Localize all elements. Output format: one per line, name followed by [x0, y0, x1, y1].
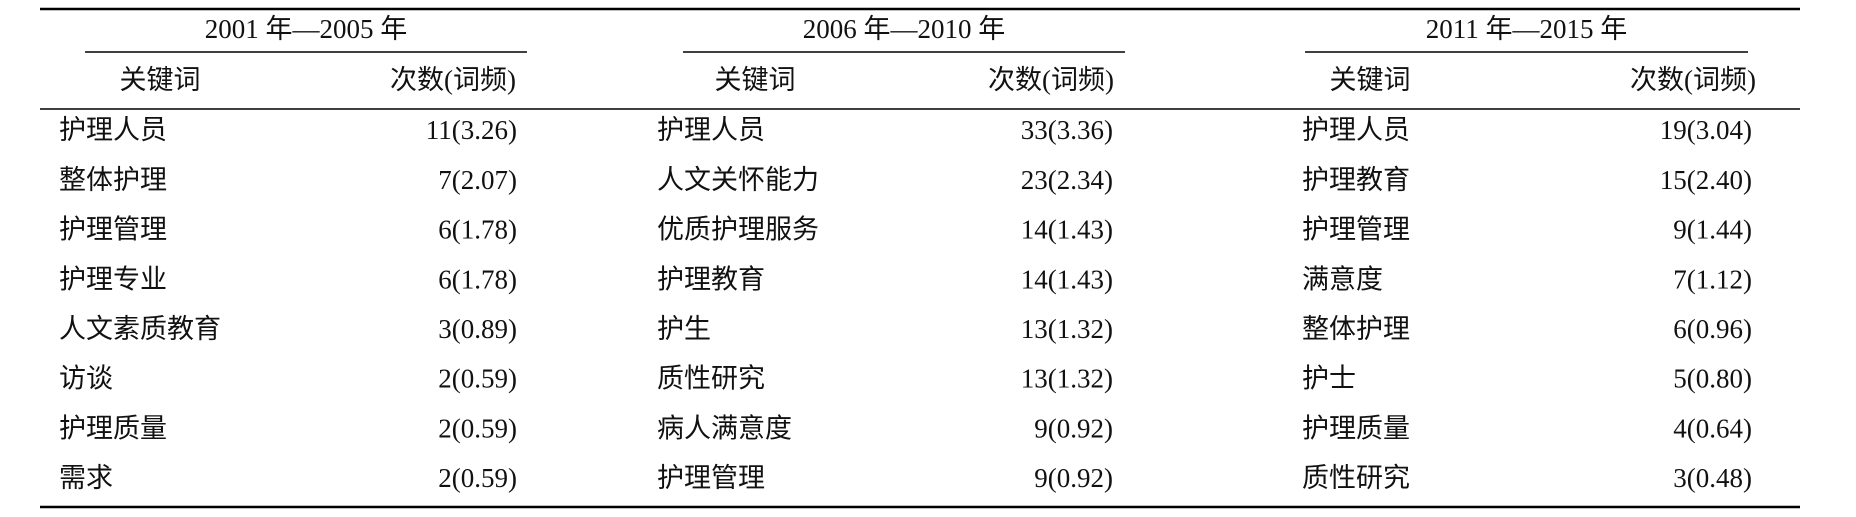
count: 2(0.59)	[438, 463, 517, 493]
count: 9(1.44)	[1673, 215, 1752, 245]
keyword: 护理人员	[1302, 115, 1410, 145]
count: 9(0.92)	[1034, 413, 1113, 443]
keyword: 护理教育	[1302, 165, 1410, 195]
count: 6(0.96)	[1673, 314, 1752, 344]
keyword: 需求	[59, 463, 113, 493]
keyword: 整体护理	[1302, 314, 1410, 344]
keyword: 护生	[657, 314, 711, 344]
keyword: 护理质量	[59, 413, 167, 443]
count: 14(1.43)	[1021, 215, 1113, 245]
count: 6(1.78)	[438, 215, 517, 245]
column-header: 次数(词频)	[988, 65, 1114, 95]
keyword: 护理管理	[1302, 215, 1410, 245]
column-header: 次数(词频)	[390, 65, 516, 95]
column-header: 关键词	[1330, 65, 1411, 95]
count: 15(2.40)	[1660, 165, 1752, 195]
keyword: 护理专业	[59, 264, 167, 294]
group-title: 2011 年—2015 年	[1426, 14, 1628, 44]
keyword: 质性研究	[657, 364, 765, 394]
count: 4(0.64)	[1673, 413, 1752, 443]
count: 2(0.59)	[438, 413, 517, 443]
group-title: 2006 年—2010 年	[803, 14, 1006, 44]
count: 2(0.59)	[438, 364, 517, 394]
count: 14(1.43)	[1021, 264, 1113, 294]
keyword: 护理管理	[59, 215, 167, 245]
keyword: 护理质量	[1302, 413, 1410, 443]
column-header: 关键词	[120, 65, 201, 95]
keyword: 人文关怀能力	[657, 165, 819, 195]
keyword: 满意度	[1302, 264, 1383, 294]
keyword: 病人满意度	[657, 413, 792, 443]
count: 7(2.07)	[438, 165, 517, 195]
group-title: 2001 年—2005 年	[205, 14, 408, 44]
keyword: 整体护理	[59, 165, 167, 195]
count: 33(3.36)	[1021, 115, 1113, 145]
count: 3(0.89)	[438, 314, 517, 344]
keyword: 优质护理服务	[657, 215, 819, 245]
count: 9(0.92)	[1034, 463, 1113, 493]
keyword: 护理人员	[59, 115, 167, 145]
count: 19(3.04)	[1660, 115, 1752, 145]
keyword: 访谈	[59, 364, 113, 394]
count: 11(3.26)	[426, 115, 517, 145]
count: 23(2.34)	[1021, 165, 1113, 195]
count: 13(1.32)	[1021, 314, 1113, 344]
keyword: 护理人员	[657, 115, 765, 145]
keyword: 护理教育	[657, 264, 765, 294]
count: 6(1.78)	[438, 264, 517, 294]
count: 5(0.80)	[1673, 364, 1752, 394]
keyword: 人文素质教育	[59, 314, 221, 344]
column-header: 次数(词频)	[1630, 65, 1756, 95]
count: 7(1.12)	[1673, 264, 1752, 294]
keyword: 护理管理	[657, 463, 765, 493]
count: 13(1.32)	[1021, 364, 1113, 394]
column-header: 关键词	[715, 65, 796, 95]
keyword: 质性研究	[1302, 463, 1410, 493]
count: 3(0.48)	[1673, 463, 1752, 493]
keyword: 护士	[1302, 364, 1356, 394]
